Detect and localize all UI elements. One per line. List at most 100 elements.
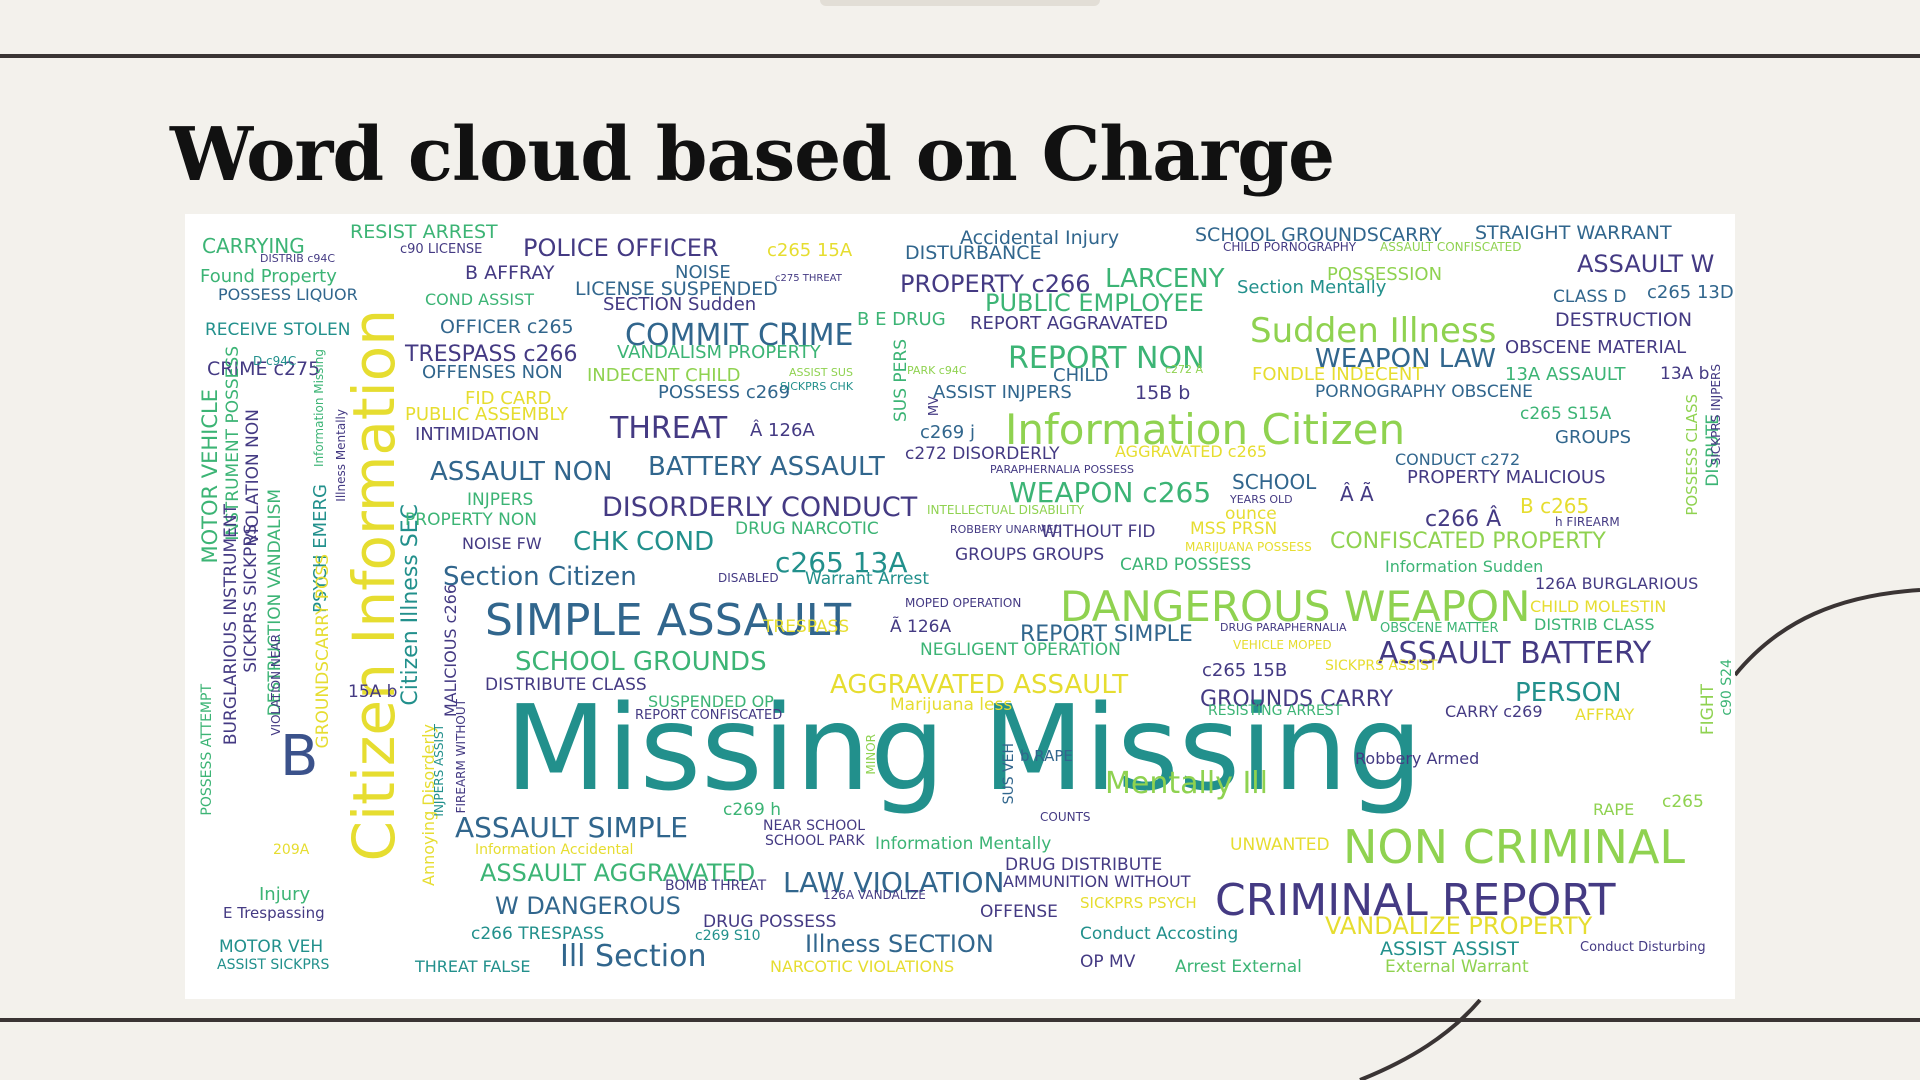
cloud-word: REPORT CONFISCATED [635,708,783,723]
cloud-word: Information Missing [312,349,326,468]
cloud-word: VANDALISM PROPERTY [617,342,821,363]
cloud-word: NEAR SCHOOL [763,818,866,834]
cloud-word: ounce [1225,504,1277,524]
cloud-word: MINOR [864,734,878,775]
cloud-word: GROUPS [1555,427,1632,448]
cloud-word: TRESPASS [763,617,850,637]
cloud-word: BATTERY ASSAULT [648,452,885,482]
cloud-word: DRUG NARCOTIC [735,519,879,539]
cloud-word: CARRY c269 [1445,702,1543,721]
cloud-word: PORNOGRAPHY OBSCENE [1315,382,1533,402]
cloud-word: AFFRAY [1575,705,1635,724]
cloud-word: WEAPON LAW [1315,344,1496,374]
cloud-word: ASSAULT SIMPLE [455,811,688,844]
cloud-word: SCHOOL [1232,470,1317,494]
cloud-word: SCHOOL GROUNDS [515,647,767,677]
cloud-word: POSSESS LIQUOR [218,285,358,304]
cloud-word: BURGLARIOUS INSTRUMENT [221,504,241,746]
cloud-word: c265 15A [767,240,853,261]
cloud-word: WITHOUT FID [1041,522,1156,542]
cloud-word: MOPED OPERATION [905,596,1022,610]
cloud-word: BOMB THREAT [665,878,767,894]
cloud-word: ASSAULT CONFISCATED [1380,240,1522,254]
cloud-word: LAW VIOLATION [783,866,1005,899]
cloud-word: CHILD PORNOGRAPHY [1223,240,1357,254]
cloud-word: OBSCENE MATTER [1380,621,1499,636]
cloud-word: 126A VANDALIZE [823,888,926,902]
cloud-word: SIMPLE ASSAULT [485,595,852,646]
cloud-word: NEGLIGENT OPERATION [920,640,1121,660]
cloud-word: POSSESSION [1327,264,1443,285]
cloud-word: GROUNDSCARRY POSS [313,554,333,749]
top-rule [0,54,1920,58]
cloud-word: Â Ã [1340,482,1374,506]
cloud-word: 15B b [1135,382,1191,404]
cloud-word: WEAPON c265 [1009,476,1212,509]
cloud-word: LICENSE SUSPENDED [575,278,778,300]
cloud-word: SICKPRS INJPERS [1709,364,1723,466]
cloud-word: Ã 126A [890,617,952,637]
cloud-word: RECEIVE STOLEN [205,320,351,340]
cloud-word: ROBBERY UNARMED [950,523,1062,536]
cloud-word: B [280,724,319,789]
cloud-word: CONFISCATED PROPERTY [1330,529,1606,554]
cloud-word: Mentally Ill [1105,766,1268,801]
cloud-word: MARIJUANA POSSESS [1185,540,1312,554]
cloud-word: Conduct Disturbing [1580,940,1706,955]
cloud-word: REPORT NON [1008,341,1205,376]
cloud-word: SUSPENDED OP [648,692,774,711]
cloud-word: UNWANTED [1230,835,1330,855]
cloud-word: DISTRIB c94C [260,252,336,265]
cloud-word: PERSON [1515,678,1622,708]
cloud-word: 209A [273,842,310,858]
cloud-word: Information Mentally [875,834,1052,854]
cloud-word: OP MV [1080,952,1136,972]
cloud-word: MV [927,396,942,417]
bottom-rule [0,1018,1920,1022]
cloud-word: DISTRIBUTE CLASS [485,675,647,695]
cloud-word: CARD POSSESS [1120,555,1252,575]
cloud-word: OBSCENE MATERIAL [1505,337,1687,358]
cloud-word: SICKPRS SICKPRS [241,524,261,673]
cloud-word: TRESPASS c266 [405,342,578,367]
cloud-word: c265 S15A [1520,404,1612,424]
cloud-word: Found Property [200,266,337,287]
cloud-word: DISABLED [718,571,779,585]
cloud-word: Sudden Illness [1250,311,1497,351]
cloud-word: Information Accidental [475,842,634,858]
cloud-word: ASSIST INJPERS [933,382,1072,403]
cloud-word: DISTURBANCE [905,242,1042,264]
cloud-word: AGGRAVATED c265 [1115,442,1268,461]
cloud-word: PARK c94C [907,364,967,377]
cloud-word: c266 Â [1425,507,1502,532]
cloud-word: SCHOOL PARK [765,833,865,849]
cloud-word: 15A b [348,682,398,702]
cloud-word: SECTION Sudden [603,294,757,315]
cloud-word: c272 Â [1165,363,1204,376]
cloud-word: Illness SECTION [805,930,994,958]
cloud-word: ASSIST SICKPRS [217,957,330,973]
cloud-word: POLICE OFFICER [523,234,719,262]
cloud-word: Accidental Injury [960,227,1120,249]
cloud-word: FID CARD [465,388,552,409]
cloud-word: c272 DISORDERLY [905,444,1060,464]
cloud-word: Warrant Arrest [805,569,929,589]
cloud-word: ASSIST SUS [789,366,853,379]
cloud-word: c265 15B [1202,660,1288,681]
cloud-word: OFFENSES NON [422,362,563,383]
cloud-word: DRUG PARAPHERNALIA [1220,621,1347,634]
cloud-word: Section Mentally [1237,277,1387,298]
cloud-word: CLASS D [1553,287,1627,307]
cloud-word: Information Citizen [1005,405,1406,454]
cloud-word: Section Citizen [443,562,637,592]
cloud-word: INDECENT CHILD [587,365,741,386]
cloud-word: c90 S24 [1719,659,1735,716]
cloud-word: B AFFRAY [465,262,555,284]
cloud-word: PUBLIC ASSEMBLY [405,404,569,425]
cloud-word: RESISTING ARREST [1208,703,1343,719]
cloud-word: MALICIOUS c266 [441,584,460,718]
cloud-word: GROUPS GROUPS [955,545,1105,565]
cloud-word: SUS VEH [1001,743,1017,805]
cloud-word: INJPERS ASSIST [432,724,446,817]
cloud-word: NARCOTIC VIOLATIONS [770,957,955,976]
